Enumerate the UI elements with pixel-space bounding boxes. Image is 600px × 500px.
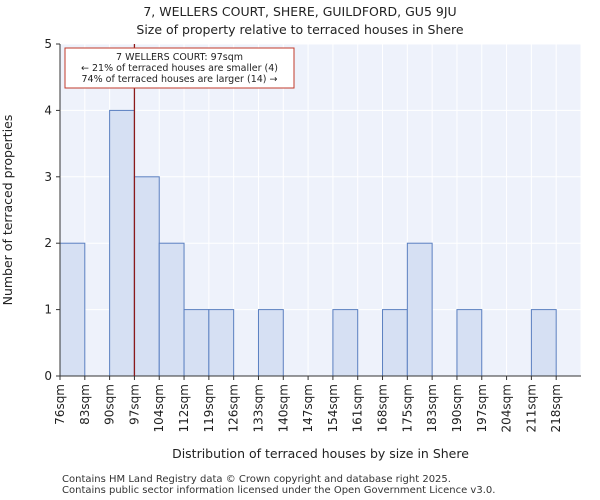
x-tick-label: 126sqm xyxy=(227,384,241,432)
histogram-bar xyxy=(59,242,86,377)
histogram-bar xyxy=(332,309,359,377)
x-tick-label: 140sqm xyxy=(276,384,290,432)
footer-licence: Contains public sector information licen… xyxy=(62,485,496,496)
y-tick-label: 3 xyxy=(44,170,52,184)
x-tick-label: 147sqm xyxy=(301,384,315,432)
y-tick-label: 2 xyxy=(44,236,52,250)
histogram-bar xyxy=(208,309,235,377)
x-tick-label: 204sqm xyxy=(500,384,514,432)
x-tick-label: 154sqm xyxy=(326,384,340,432)
x-tick-label: 83sqm xyxy=(78,384,92,425)
histogram-bar xyxy=(456,309,483,377)
histogram-bar xyxy=(406,242,433,377)
annotation-box xyxy=(64,47,295,89)
histogram-bar xyxy=(257,309,284,377)
x-tick-label: 211sqm xyxy=(524,384,538,432)
x-axis-label: Distribution of terraced houses by size … xyxy=(172,446,469,461)
y-tick-label: 5 xyxy=(44,37,52,51)
x-tick-label: 190sqm xyxy=(450,384,464,432)
histogram-bar xyxy=(158,242,185,377)
histogram-chart: 0 1 2 3 4 5 76sqm 83sqm 90sqm 97sqm 104sqm 112sqm 11… xyxy=(0,37,582,461)
y-axis-label: Number of terraced properties xyxy=(0,115,15,306)
annotation-smaller: ← 21% of terraced houses are smaller (4) xyxy=(81,63,278,74)
histogram-bar xyxy=(183,309,210,377)
histogram-bar xyxy=(109,109,135,377)
x-tick-label: 133sqm xyxy=(251,384,265,432)
x-tick-label: 119sqm xyxy=(202,384,216,432)
histogram-bar xyxy=(133,176,160,377)
footer-copyright: Contains HM Land Registry data © Crown c… xyxy=(62,474,451,485)
annotation-title: 7 WELLERS COURT: 97sqm xyxy=(116,52,243,63)
x-tick-label: 90sqm xyxy=(103,384,117,425)
y-tick-label: 1 xyxy=(44,303,52,317)
chart-subtitle: Size of property relative to terraced ho… xyxy=(136,22,464,37)
x-tick-label: 183sqm xyxy=(425,384,439,432)
x-tick-label: 104sqm xyxy=(152,384,166,432)
x-tick-label: 218sqm xyxy=(549,384,563,432)
x-tick-label: 168sqm xyxy=(376,384,390,432)
x-tick-label: 161sqm xyxy=(351,384,365,432)
chart-title: 7, WELLERS COURT, SHERE, GUILDFORD, GU5 … xyxy=(143,4,457,19)
x-tick-label: 197sqm xyxy=(475,384,489,432)
histogram-bar xyxy=(382,309,408,377)
x-tick-label: 76sqm xyxy=(53,384,67,425)
x-tick-label: 97sqm xyxy=(127,384,141,425)
histogram-bar xyxy=(530,309,557,377)
x-tick-label: 175sqm xyxy=(400,384,414,432)
y-tick-label: 4 xyxy=(44,103,52,117)
y-tick-label: 0 xyxy=(44,369,52,383)
annotation-larger: 74% of terraced houses are larger (14) → xyxy=(82,74,278,85)
x-tick-label: 112sqm xyxy=(177,384,191,432)
